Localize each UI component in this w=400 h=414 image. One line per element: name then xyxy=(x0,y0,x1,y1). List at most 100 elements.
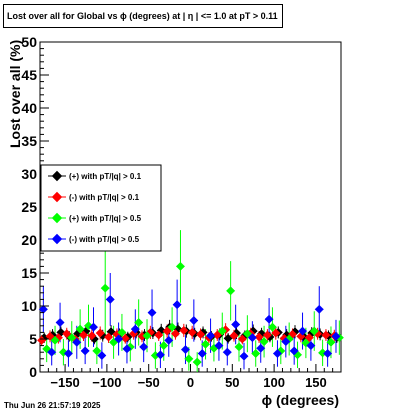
data-point-series-3 xyxy=(197,348,207,359)
data-point-series-2 xyxy=(159,341,169,351)
data-point-series-3 xyxy=(323,348,333,359)
data-point-series-1 xyxy=(120,333,130,343)
data-point-series-1 xyxy=(170,329,181,339)
y-tick-label: 15 xyxy=(21,265,37,281)
data-point-series-3 xyxy=(38,304,48,314)
x-tick-label: 100 xyxy=(263,375,285,390)
y-tick-label: 35 xyxy=(21,133,37,149)
data-point-series-3 xyxy=(281,337,291,347)
data-point-series-3 xyxy=(314,304,324,314)
data-point-series-1 xyxy=(262,330,272,340)
legend-marker xyxy=(51,212,63,224)
data-point-series-2 xyxy=(117,327,127,337)
data-point-series-1 xyxy=(229,331,239,341)
y-axis-label: Lost over all (%) xyxy=(7,40,23,148)
data-point-series-3 xyxy=(105,294,115,304)
chart-title-text: Lost over all for Global vs ϕ (degrees) … xyxy=(7,11,278,21)
data-point-series-3 xyxy=(155,350,165,360)
data-point-series-2 xyxy=(192,357,202,367)
data-point-series-1 xyxy=(187,327,197,337)
data-point-series-3 xyxy=(214,341,224,351)
data-point-series-1 xyxy=(62,329,72,339)
y-tick-label: 5 xyxy=(29,331,37,347)
data-point-series-2 xyxy=(100,283,110,293)
data-point-series-2 xyxy=(50,335,60,345)
data-point-series-2 xyxy=(134,317,144,328)
data-point-series-1 xyxy=(104,332,114,342)
data-point-series-2 xyxy=(326,337,336,347)
data-point-series-1 xyxy=(53,333,63,343)
data-point-series-3 xyxy=(297,326,308,336)
legend-marker xyxy=(51,170,63,182)
chart-title: Lost over all for Global vs ϕ (degrees) … xyxy=(3,4,283,28)
y-tick-label: 50 xyxy=(21,34,37,50)
legend-marker xyxy=(51,191,63,203)
data-point-series-1 xyxy=(212,330,222,340)
data-point-series-3 xyxy=(306,341,316,351)
data-point-series-3 xyxy=(272,348,283,359)
data-point-series-1 xyxy=(78,330,89,340)
data-point-series-2 xyxy=(167,322,177,332)
data-point-series-1 xyxy=(321,330,331,340)
data-point-series-1 xyxy=(154,330,164,340)
data-point-series-2 xyxy=(184,354,194,364)
data-point-series-2 xyxy=(267,322,277,332)
axes: −150 −100 −50 0 50 100 150 0 5 10 15 20 25 30 35 40 45 50 xyxy=(21,34,342,390)
y-tick-label: 40 xyxy=(21,100,37,116)
data-point-series-2 xyxy=(217,326,227,336)
data-point-series-3 xyxy=(180,345,191,355)
data-point-series-1 xyxy=(179,325,189,335)
data-point-series-3 xyxy=(164,335,174,345)
data-point-series-3 xyxy=(231,319,241,330)
data-point-series-1 xyxy=(45,331,55,341)
data-point-series-3 xyxy=(206,331,216,341)
x-tick-label: 50 xyxy=(225,375,239,390)
data-point-series-2 xyxy=(242,329,252,339)
data-point-series-2 xyxy=(226,286,236,296)
legend-label: (-) with pT/|q| > 0.1 xyxy=(69,193,140,202)
timestamp: Thu Jun 26 21:57:19 2025 xyxy=(4,401,101,410)
data-point-series-3 xyxy=(256,343,266,353)
data-point-series-3 xyxy=(47,347,57,357)
y-tick-label: 0 xyxy=(29,364,37,380)
legend-box xyxy=(40,164,162,252)
x-tick-label: −150 xyxy=(50,375,79,390)
x-tick-label: 0 xyxy=(187,375,194,390)
data-point-series-3 xyxy=(139,342,149,352)
data-point-series-2 xyxy=(259,337,269,347)
data-point-series-3 xyxy=(122,344,132,354)
data-point-series-3 xyxy=(172,300,182,310)
y-tick-label: 45 xyxy=(21,67,37,83)
data-point-series-2 xyxy=(309,326,319,336)
data-point-series-2 xyxy=(75,324,85,334)
data-point-series-3 xyxy=(114,334,124,344)
data-point-series-2 xyxy=(92,346,102,356)
x-axis-label: ϕ (degrees) xyxy=(262,392,339,408)
data-point-series-3 xyxy=(331,331,341,341)
y-tick-label: 25 xyxy=(21,199,37,215)
data-point-series-3 xyxy=(147,308,157,318)
data-point-series-3 xyxy=(130,324,140,334)
data-point-series-1 xyxy=(162,326,172,336)
data-point-series-3 xyxy=(289,346,299,356)
y-tick-label: 20 xyxy=(21,232,37,248)
data-point-series-1 xyxy=(254,332,264,342)
y-tick-label: 10 xyxy=(21,298,37,314)
data-point-series-2 xyxy=(251,348,261,359)
legend-label: (+) with pT/|q| > 0.5 xyxy=(69,214,142,223)
data-point-series-2 xyxy=(234,342,244,352)
data-point-series-1 xyxy=(237,334,247,344)
data-point-series-3 xyxy=(88,322,99,332)
legend: (+) with pT/|q| > 0.1 (-) with pT/|q| > 0… xyxy=(40,164,162,252)
data-point-series-3 xyxy=(72,337,82,347)
data-point-series-3 xyxy=(239,351,249,361)
data-point-series-3 xyxy=(97,350,107,361)
data-point-series-2 xyxy=(200,339,211,349)
legend-label: (-) with pT/|q| > 0.5 xyxy=(69,235,140,244)
legend-label: (+) with pT/|q| > 0.1 xyxy=(69,172,142,181)
data-point-series-3 xyxy=(55,317,65,328)
data-point-series-3 xyxy=(189,315,199,326)
data-point-series-2 xyxy=(67,333,77,343)
x-tick-label: 150 xyxy=(305,375,327,390)
